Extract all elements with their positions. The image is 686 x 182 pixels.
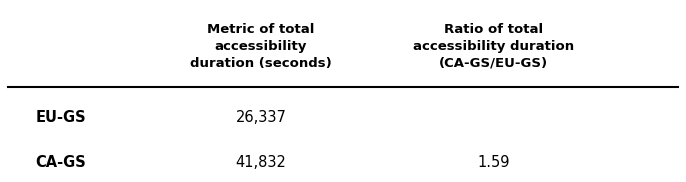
Text: CA-GS: CA-GS xyxy=(36,155,86,170)
Text: Metric of total
accessibility
duration (seconds): Metric of total accessibility duration (… xyxy=(190,23,332,70)
Text: 1.59: 1.59 xyxy=(477,155,510,170)
Text: 26,337: 26,337 xyxy=(235,110,287,125)
Text: 41,832: 41,832 xyxy=(235,155,287,170)
Text: Ratio of total
accessibility duration
(CA-GS/EU-GS): Ratio of total accessibility duration (C… xyxy=(413,23,574,70)
Text: EU-GS: EU-GS xyxy=(36,110,86,125)
